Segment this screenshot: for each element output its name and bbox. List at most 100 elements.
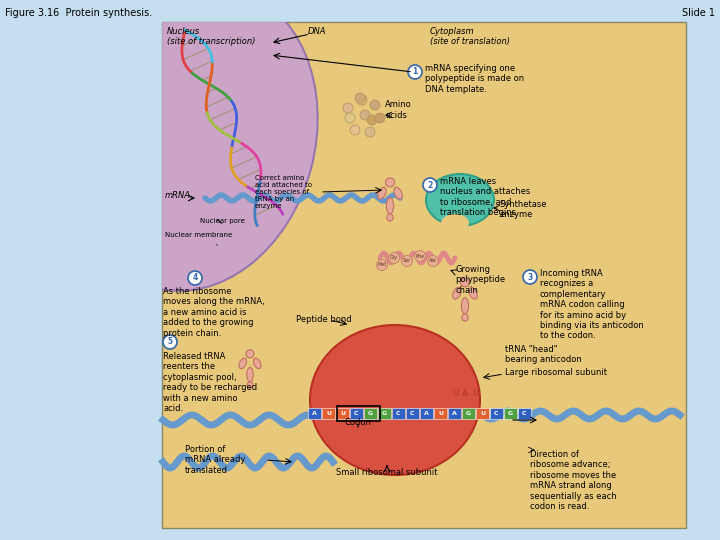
Ellipse shape bbox=[426, 174, 494, 226]
Circle shape bbox=[360, 110, 370, 120]
Text: A: A bbox=[452, 411, 457, 416]
Text: 5: 5 bbox=[168, 338, 173, 347]
Ellipse shape bbox=[253, 358, 261, 369]
Circle shape bbox=[365, 127, 375, 137]
Text: U: U bbox=[472, 388, 478, 397]
Circle shape bbox=[402, 255, 413, 267]
Bar bbox=[434, 408, 447, 419]
Text: G: G bbox=[508, 411, 513, 416]
Text: Peptide bond: Peptide bond bbox=[296, 315, 351, 324]
Circle shape bbox=[370, 100, 380, 110]
Circle shape bbox=[355, 93, 365, 103]
Ellipse shape bbox=[462, 314, 468, 321]
Ellipse shape bbox=[72, 0, 318, 291]
Bar bbox=[518, 408, 531, 419]
Text: Ala: Ala bbox=[429, 259, 437, 264]
Circle shape bbox=[357, 95, 367, 105]
Text: Cytoplasm
(site of translation): Cytoplasm (site of translation) bbox=[430, 27, 510, 46]
Bar bbox=[462, 408, 475, 419]
Ellipse shape bbox=[387, 214, 393, 221]
Text: Amino
acids: Amino acids bbox=[385, 100, 412, 120]
Text: Nuclear pore: Nuclear pore bbox=[200, 218, 245, 224]
Text: G: G bbox=[368, 411, 373, 416]
Text: tRNA "head"
bearing anticodon: tRNA "head" bearing anticodon bbox=[505, 345, 582, 364]
Text: Incoming tRNA
recognizes a
complementary
mRNA codon calling
for its amino acid b: Incoming tRNA recognizes a complementary… bbox=[540, 269, 644, 340]
Text: A: A bbox=[462, 388, 468, 397]
Ellipse shape bbox=[387, 198, 394, 214]
Ellipse shape bbox=[394, 187, 402, 199]
Circle shape bbox=[375, 113, 385, 123]
Text: C: C bbox=[354, 411, 359, 416]
Text: 2: 2 bbox=[428, 180, 433, 190]
Bar bbox=[504, 408, 517, 419]
Bar bbox=[322, 408, 335, 419]
Ellipse shape bbox=[247, 382, 253, 388]
Ellipse shape bbox=[378, 187, 386, 199]
Circle shape bbox=[428, 255, 438, 267]
Text: Phe: Phe bbox=[415, 253, 425, 259]
Text: Growing
polypeptide
chain: Growing polypeptide chain bbox=[455, 265, 505, 295]
Text: mRNA: mRNA bbox=[165, 191, 191, 199]
Circle shape bbox=[163, 335, 177, 349]
Ellipse shape bbox=[469, 287, 477, 299]
Text: Small ribosomal subunit: Small ribosomal subunit bbox=[336, 468, 438, 477]
Circle shape bbox=[343, 103, 353, 113]
Circle shape bbox=[377, 260, 387, 271]
Text: Figure 3.16  Protein synthesis.: Figure 3.16 Protein synthesis. bbox=[5, 8, 152, 18]
Text: Nucleus
(site of transcription): Nucleus (site of transcription) bbox=[167, 27, 256, 46]
Text: Direction of
ribosome advance;
ribosome moves the
mRNA strand along
sequentially: Direction of ribosome advance; ribosome … bbox=[530, 450, 616, 511]
Text: G: G bbox=[466, 411, 471, 416]
Circle shape bbox=[367, 115, 377, 125]
Circle shape bbox=[415, 251, 426, 261]
Text: U: U bbox=[326, 411, 331, 416]
Circle shape bbox=[523, 270, 537, 284]
Bar bbox=[337, 406, 380, 421]
Text: Portion of
mRNA already
translated: Portion of mRNA already translated bbox=[185, 445, 246, 475]
Text: 1: 1 bbox=[413, 68, 418, 77]
Bar bbox=[490, 408, 503, 419]
Text: Slide 1: Slide 1 bbox=[682, 8, 715, 18]
Circle shape bbox=[345, 113, 355, 123]
FancyBboxPatch shape bbox=[162, 22, 686, 528]
Bar bbox=[350, 408, 363, 419]
Circle shape bbox=[408, 65, 422, 79]
Text: Gly: Gly bbox=[390, 255, 398, 260]
Text: DNA: DNA bbox=[308, 27, 326, 36]
Text: U: U bbox=[340, 411, 345, 416]
Bar bbox=[420, 408, 433, 419]
Text: C: C bbox=[410, 411, 415, 416]
Text: As the ribosome
moves along the mRNA,
a new amino acid is
added to the growing
p: As the ribosome moves along the mRNA, a … bbox=[163, 287, 265, 338]
Text: Met: Met bbox=[377, 262, 387, 267]
Ellipse shape bbox=[453, 287, 461, 299]
Text: Synthetase
enzyme: Synthetase enzyme bbox=[500, 200, 547, 219]
Ellipse shape bbox=[441, 214, 469, 232]
Text: 3: 3 bbox=[527, 273, 533, 281]
Text: A: A bbox=[312, 411, 317, 416]
Circle shape bbox=[350, 125, 360, 135]
Text: mRNA leaves
nucleus and attaches
to ribosome, and
translation begins.: mRNA leaves nucleus and attaches to ribo… bbox=[440, 177, 530, 217]
Bar bbox=[476, 408, 489, 419]
Text: C: C bbox=[396, 411, 401, 416]
Text: U: U bbox=[480, 411, 485, 416]
Text: mRNA specifying one
polypeptide is made on
DNA template.: mRNA specifying one polypeptide is made … bbox=[425, 64, 524, 94]
Ellipse shape bbox=[310, 325, 480, 475]
Circle shape bbox=[246, 350, 254, 358]
Text: G: G bbox=[382, 411, 387, 416]
Text: Nuclear membrane: Nuclear membrane bbox=[165, 232, 233, 238]
Text: C: C bbox=[522, 411, 527, 416]
Text: 4: 4 bbox=[192, 273, 197, 282]
Text: A: A bbox=[424, 411, 429, 416]
Ellipse shape bbox=[247, 367, 253, 382]
Bar bbox=[406, 408, 419, 419]
Text: Ser: Ser bbox=[403, 259, 411, 264]
Circle shape bbox=[385, 178, 395, 187]
Ellipse shape bbox=[239, 358, 246, 369]
Ellipse shape bbox=[462, 298, 469, 314]
Text: Released tRNA
reenters the
cytoplasmic pool,
ready to be recharged
with a new am: Released tRNA reenters the cytoplasmic p… bbox=[163, 352, 257, 413]
Circle shape bbox=[461, 278, 469, 287]
Circle shape bbox=[188, 271, 202, 285]
Bar bbox=[336, 408, 349, 419]
Text: U: U bbox=[452, 388, 458, 397]
Bar bbox=[308, 408, 321, 419]
Bar bbox=[378, 408, 391, 419]
